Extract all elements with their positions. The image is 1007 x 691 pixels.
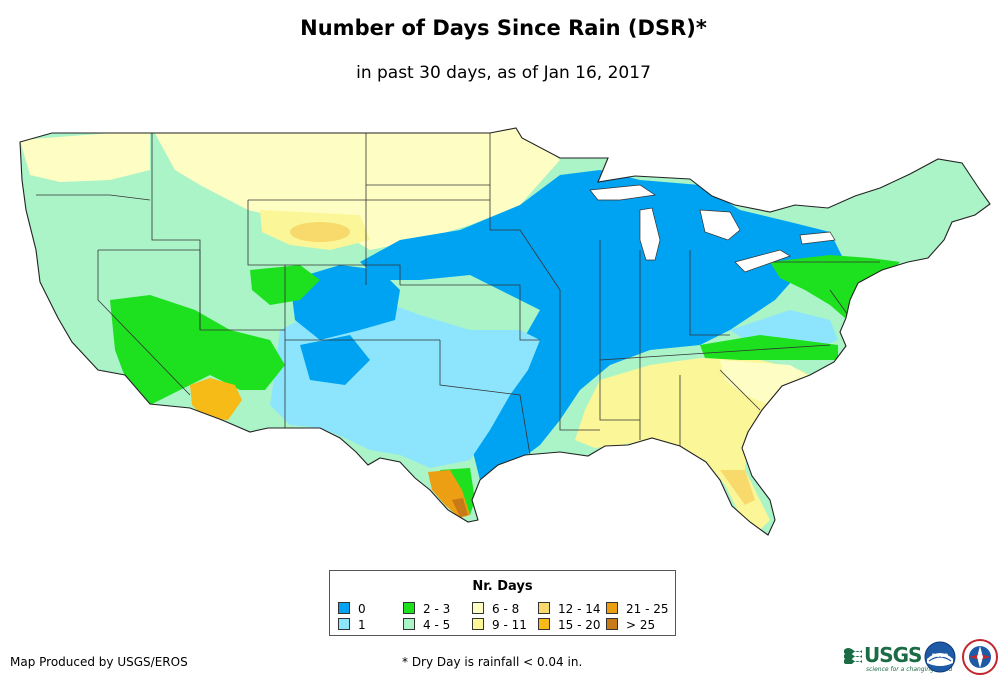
border-mo-ar (559, 290, 600, 431)
lake-superior (589, 184, 656, 201)
area-2-3-days-southwest (110, 295, 285, 405)
border-nv-ut (199, 250, 285, 331)
area-6-8-days-north (152, 128, 560, 250)
usgs-logo-text: USGS (864, 643, 922, 667)
area-12-14-days-florida (720, 470, 755, 505)
legend-label-2: 2 - 3 (423, 602, 451, 616)
legend-item-0: 0 (338, 602, 366, 616)
state-borders (36, 133, 880, 456)
lake-erie (734, 249, 791, 273)
legend-swatch-3 (403, 618, 415, 630)
lake-michigan (639, 207, 661, 261)
border-ok-tx (439, 340, 531, 456)
legend-item-6: 12 - 14 (538, 602, 601, 616)
area-over-25-days-texas (452, 498, 468, 517)
legend-item-9: > 25 (606, 618, 655, 632)
page-subtitle: in past 30 days, as of Jan 16, 2017 (356, 63, 651, 83)
border-nd-sd (365, 133, 490, 201)
legend-swatch-4 (472, 602, 484, 614)
legend-item-8: 21 - 25 (606, 602, 669, 616)
area-9-11-days-southeast (575, 358, 815, 530)
border-il-ms (599, 240, 640, 421)
border-or-wa (36, 194, 151, 201)
area-0-days-nm (300, 335, 370, 385)
legend-swatch-2 (403, 602, 415, 614)
great-lakes (589, 184, 836, 273)
border-tn-ky (599, 344, 831, 361)
legend-label-9: > 25 (626, 618, 656, 632)
area-2-3-days-mid-atlantic (770, 255, 900, 318)
border-co-ne (285, 264, 401, 285)
border-oh-ky (689, 250, 730, 336)
legend-label-4: 6 - 8 (492, 602, 520, 616)
map-credit: Map Produced by USGS/EROS (10, 655, 188, 669)
border-ut-co (247, 200, 286, 430)
legend-swatch-5 (472, 618, 484, 630)
legend-item-2: 2 - 3 (403, 602, 450, 616)
legend-swatch-6 (538, 602, 550, 614)
area-15-20-days-arizona (190, 378, 242, 420)
legend-item-1: 1 (338, 618, 366, 632)
area-6-8-days-nw (20, 130, 150, 182)
legend-swatch-9 (606, 618, 618, 630)
page-title: Number of Days Since Rain (DSR)* (300, 16, 707, 40)
legend-item-3: 4 - 5 (403, 618, 450, 632)
border-ca-nv (97, 250, 191, 396)
border-ks (400, 284, 540, 341)
legend-title: Nr. Days (472, 579, 533, 594)
border-mn (489, 133, 561, 291)
usgs-tagline: science for a changing world (866, 666, 953, 673)
area-12-14-days-rockies (290, 222, 350, 242)
legend-item-7: 15 - 20 (538, 618, 601, 632)
usgs-wave-icon (844, 648, 862, 664)
area-4-5-days-maine (930, 160, 980, 212)
legend-swatch-8 (606, 602, 618, 614)
legend-label-3: 4 - 5 (423, 618, 451, 632)
legend-swatch-0 (338, 602, 350, 614)
legend-label-8: 21 - 25 (626, 602, 669, 616)
legend-swatch-1 (338, 618, 350, 630)
dry-day-footnote: * Dry Day is rainfall < 0.04 in. (402, 655, 583, 669)
nws-logo-icon (962, 639, 998, 675)
noaa-logo-text: noaa (932, 652, 949, 659)
border-md-de (829, 289, 849, 316)
area-0-days-southwest (290, 265, 400, 340)
legend-box: Nr. Days 0 1 2 - 3 4 - 5 6 - 8 9 - 11 12… (329, 570, 676, 636)
legend-item-4: 6 - 8 (472, 602, 519, 616)
legend-label-7: 15 - 20 (558, 618, 601, 632)
area-0-days-midwest (360, 170, 845, 480)
usgs-logo-icon: USGS (844, 643, 922, 669)
lake-huron (699, 209, 741, 241)
legend-item-5: 9 - 11 (472, 618, 527, 632)
legend-label-5: 9 - 11 (492, 618, 527, 632)
area-2-3-days-appalachia (700, 335, 838, 360)
legend-label-1: 1 (358, 618, 366, 632)
us-map-fill (20, 128, 990, 535)
lake-ontario (799, 231, 836, 245)
legend-swatch-7 (538, 618, 550, 630)
noaa-logo-icon: noaa (924, 641, 956, 673)
legend-label-0: 0 (358, 602, 366, 616)
border-ga-sc (719, 369, 761, 411)
legend-label-6: 12 - 14 (558, 602, 601, 616)
